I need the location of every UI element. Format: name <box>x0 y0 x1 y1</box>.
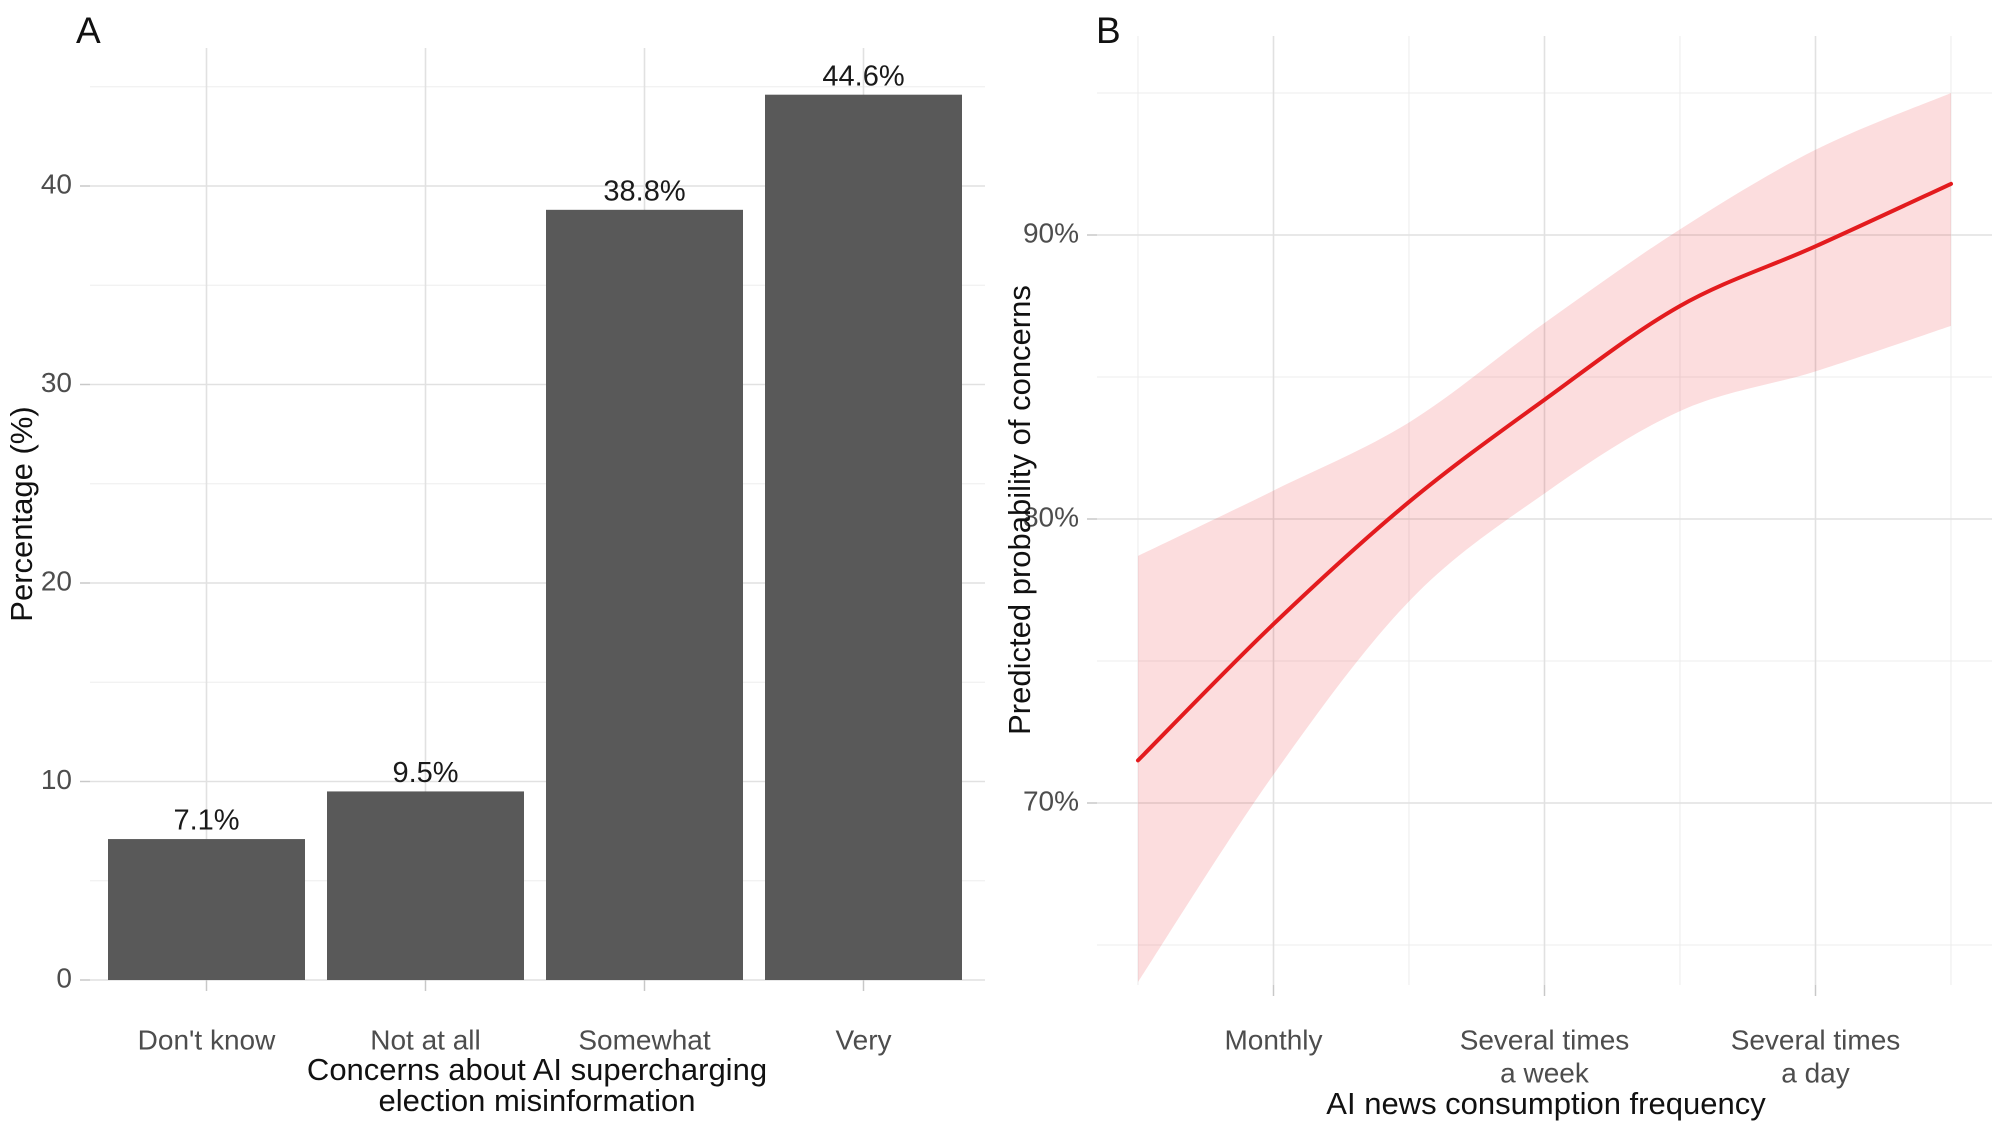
x-axis-category-label: a day <box>1781 1057 1850 1088</box>
y-axis-tick-label: 40 <box>41 168 72 199</box>
panel-a-x-axis-title-line2: election misinformation <box>378 1083 696 1118</box>
bar-value-label: 38.8% <box>603 175 685 207</box>
panel-a-bar-chart: 7.1% 9.5% 38.8% 44.6% 0 10 20 30 40 Don't know Not… <box>41 48 985 1055</box>
x-axis-category-label: Several times <box>1731 1024 1901 1055</box>
y-axis-tick-label: 20 <box>41 565 72 596</box>
bar-value-label: 44.6% <box>822 60 904 92</box>
predicted-probability-line <box>1136 181 1953 763</box>
x-axis-category-label: Several times <box>1460 1024 1630 1055</box>
bar-very <box>765 94 962 980</box>
bar-don-t-know <box>108 839 305 980</box>
y-axis-tick-label: 10 <box>41 764 72 795</box>
panel-a-x-axis-title-line1: Concerns about AI supercharging <box>306 1052 768 1087</box>
panel-b-tag: B <box>1096 10 1121 51</box>
y-axis-tick-label: 0 <box>56 962 72 993</box>
x-axis-category-label: Somewhat <box>578 1024 711 1055</box>
y-axis-tick-label: 80% <box>1023 501 1079 532</box>
y-axis-tick-label: 90% <box>1023 217 1079 248</box>
panel-b-x-axis-title: AI news consumption frequency <box>1326 1086 1766 1121</box>
bar-value-label: 7.1% <box>173 805 239 837</box>
x-axis-category-label: Don't know <box>138 1024 276 1055</box>
confidence-ribbon <box>1138 93 1951 982</box>
panel-a-tag: A <box>76 10 101 51</box>
x-axis-category-label: Not at all <box>370 1024 481 1055</box>
bar-value-label: 9.5% <box>392 757 458 789</box>
x-axis-category-label: Very <box>835 1024 891 1055</box>
bar-somewhat <box>546 209 743 980</box>
x-axis-category-label: Monthly <box>1224 1024 1322 1055</box>
bar-not-at-all <box>327 791 524 980</box>
y-axis-tick-label: 30 <box>41 367 72 398</box>
panel-b-y-axis-title: Predicted probability of concerns <box>1002 285 1037 735</box>
y-axis-tick-label: 70% <box>1023 785 1079 816</box>
x-axis-category-label: a week <box>1500 1057 1590 1088</box>
panel-a-y-axis-title: Percentage (%) <box>4 406 39 622</box>
